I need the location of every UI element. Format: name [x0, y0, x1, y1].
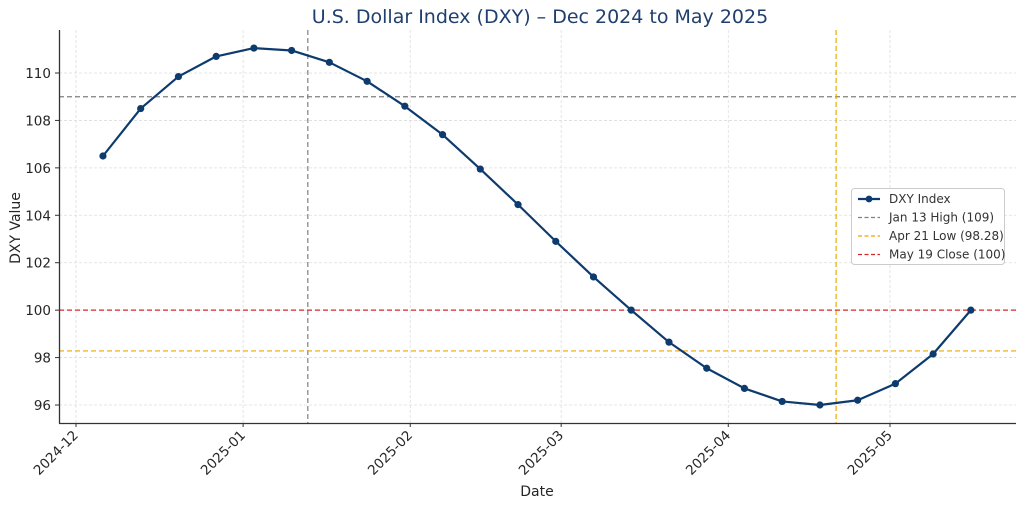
data-point [363, 77, 371, 85]
data-point [778, 397, 786, 406]
x-tick-label: 2025-02 [365, 428, 416, 479]
x-axis-ticks: 2024-12 2025-01 2025-02 2025-03 2025-04 2025-… [31, 423, 896, 479]
legend-label: May 19 Close (100) [889, 248, 1005, 262]
data-point [854, 396, 862, 404]
y-tick-label: 104 [25, 208, 51, 224]
data-point [627, 306, 635, 314]
data-point [967, 306, 975, 314]
y-axis-ticks: 96 98 100 102 104 106 108 110 [25, 66, 59, 414]
data-point [514, 201, 522, 209]
data-point [703, 364, 711, 372]
series-dxy-index [99, 44, 975, 409]
x-tick-label: 2025-03 [516, 428, 567, 479]
chart-title: U.S. Dollar Index (DXY) – Dec 2024 to Ma… [312, 6, 768, 28]
legend-label: DXY Index [889, 192, 951, 206]
x-tick-label: 2025-05 [845, 428, 896, 479]
y-tick-label: 110 [25, 66, 51, 82]
x-tick-label: 2025-04 [683, 428, 734, 479]
reference-lines [59, 30, 1016, 423]
legend-label: Jan 13 High (109) [888, 211, 994, 225]
x-tick-label: 2024-12 [31, 428, 82, 479]
data-point [816, 401, 824, 409]
data-point [740, 384, 749, 392]
data-point [589, 273, 598, 281]
data-point [212, 52, 220, 61]
y-tick-label: 102 [25, 256, 51, 272]
data-point [476, 165, 484, 173]
x-axis-label: Date [520, 484, 553, 500]
data-point [137, 104, 145, 113]
data-point [99, 152, 107, 160]
y-tick-label: 96 [34, 398, 51, 414]
data-point [325, 58, 333, 66]
y-tick-label: 100 [25, 303, 51, 319]
data-point [174, 72, 183, 81]
data-point [288, 46, 296, 55]
data-point [891, 380, 899, 388]
x-tick-label: 2025-01 [198, 428, 249, 479]
y-tick-label: 98 [34, 351, 51, 367]
series-line [102, 46, 972, 407]
data-point [438, 131, 447, 139]
y-tick-label: 106 [25, 161, 51, 177]
data-point [250, 44, 258, 52]
legend-label: Apr 21 Low (98.28) [889, 229, 1004, 243]
data-point [401, 102, 409, 110]
y-axis-label: DXY Value [8, 192, 24, 264]
data-point [929, 350, 937, 358]
data-point [552, 237, 560, 245]
legend-swatch-marker [865, 195, 873, 203]
data-point [665, 338, 673, 346]
legend: DXY Index Jan 13 High (109) Apr 21 Low (98… [851, 188, 1005, 265]
y-tick-label: 108 [25, 113, 51, 129]
